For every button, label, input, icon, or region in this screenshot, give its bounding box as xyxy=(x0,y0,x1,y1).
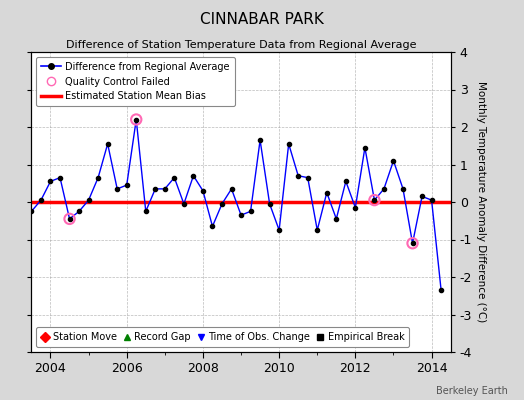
Text: CINNABAR PARK: CINNABAR PARK xyxy=(200,12,324,27)
Title: Difference of Station Temperature Data from Regional Average: Difference of Station Temperature Data f… xyxy=(66,40,416,50)
Legend: Station Move, Record Gap, Time of Obs. Change, Empirical Break: Station Move, Record Gap, Time of Obs. C… xyxy=(36,328,409,347)
Point xyxy=(66,216,74,222)
Y-axis label: Monthly Temperature Anomaly Difference (°C): Monthly Temperature Anomaly Difference (… xyxy=(476,81,486,323)
Point xyxy=(370,197,379,203)
Text: Berkeley Earth: Berkeley Earth xyxy=(436,386,508,396)
Point xyxy=(408,240,417,246)
Point xyxy=(18,238,26,244)
Point xyxy=(132,116,140,123)
